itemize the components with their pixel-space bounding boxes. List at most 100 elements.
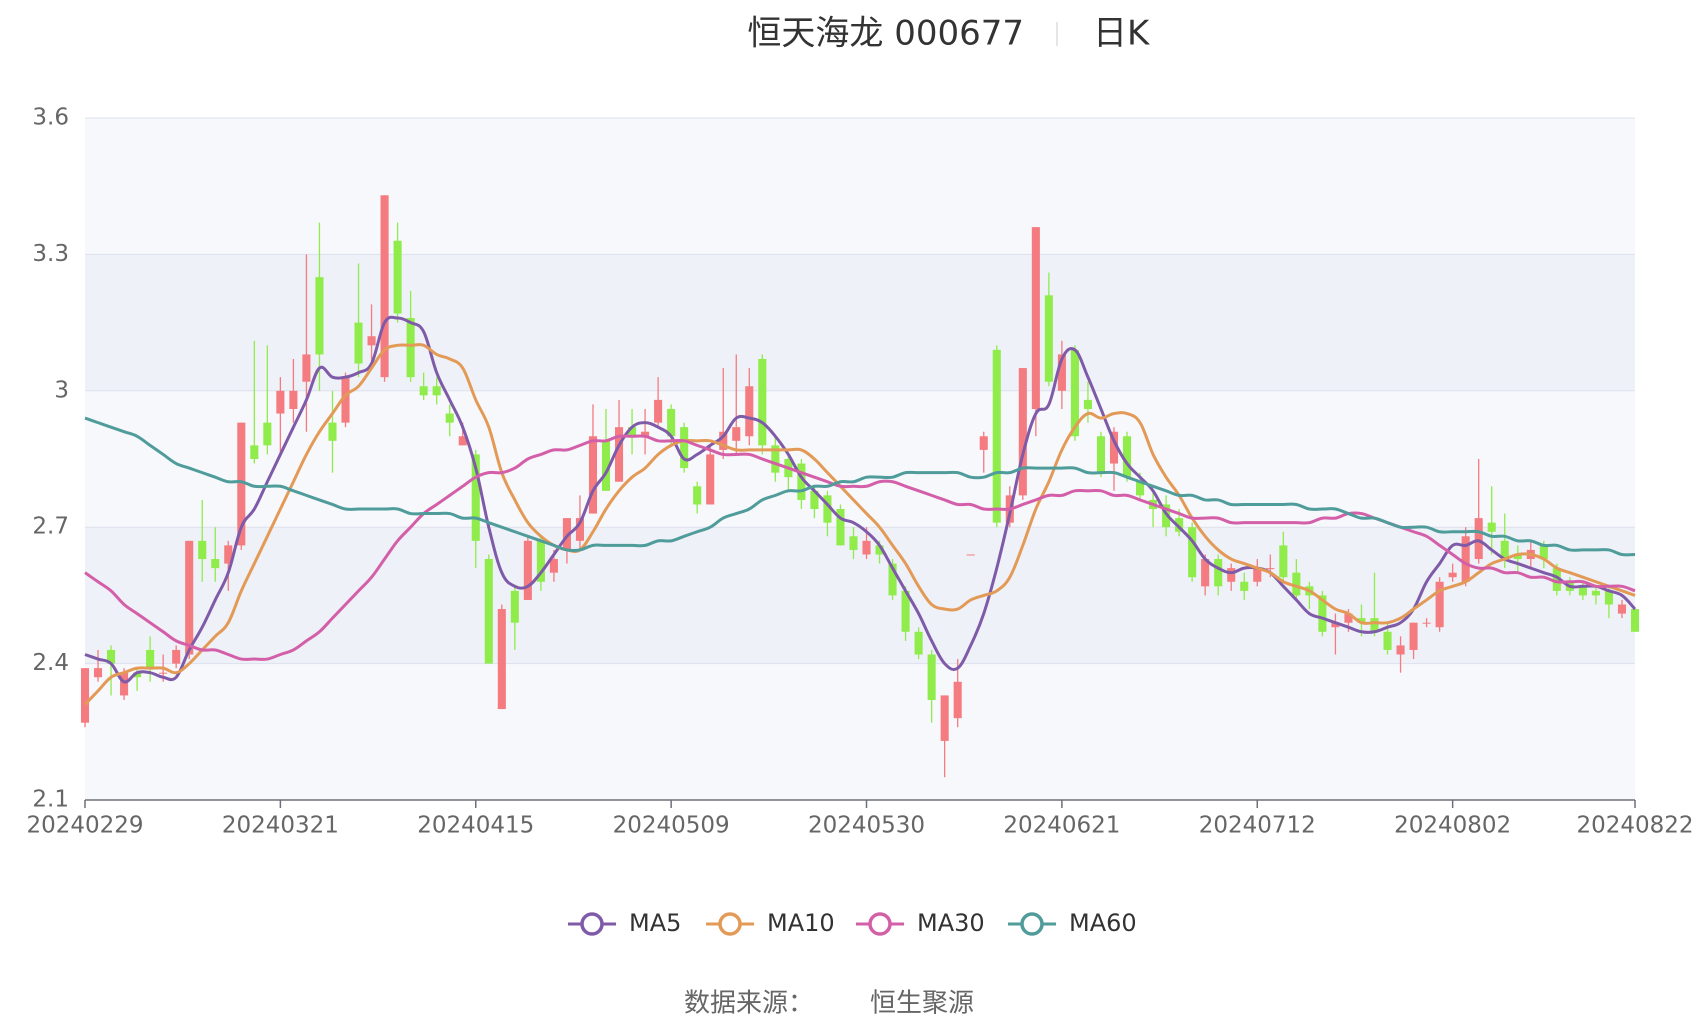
candle-body: [1096, 436, 1106, 473]
candle-body: [628, 427, 637, 437]
candle-body: [862, 540, 871, 555]
source-label: 数据来源：: [684, 989, 814, 1019]
candle-body: [1136, 481, 1145, 496]
candle-body: [849, 536, 858, 550]
candle-body: [406, 318, 415, 378]
candle-body: [823, 495, 832, 523]
candle-body: [953, 681, 962, 719]
candle-body: [133, 672, 142, 678]
candle-body: [745, 386, 754, 437]
candle-body: [1031, 227, 1040, 409]
candle-body: [1435, 581, 1444, 628]
candle-body: [1500, 540, 1509, 560]
candle-body: [523, 540, 532, 600]
candle-body: [1591, 590, 1600, 596]
candle-body: [80, 668, 90, 723]
legend-label: MA10: [767, 909, 835, 937]
candle-body: [93, 668, 103, 678]
candle-body: [159, 672, 168, 674]
legend-label: MA5: [629, 909, 681, 937]
candle-body: [172, 649, 181, 664]
candle-body: [536, 540, 545, 582]
candle-body: [328, 422, 337, 441]
candle-body: [367, 336, 376, 346]
candle-body: [471, 454, 480, 541]
candle-body: [432, 386, 441, 396]
candle-body: [185, 540, 194, 655]
candle-body: [198, 540, 207, 560]
candle-body: [732, 427, 741, 441]
candle-body: [146, 649, 155, 669]
candle-body: [601, 440, 611, 491]
candle-body: [1109, 431, 1119, 464]
legend-item[interactable]: MA5: [568, 909, 681, 937]
candle-body: [1344, 613, 1353, 623]
candle-body: [237, 422, 246, 546]
candle-body: [1552, 568, 1561, 591]
source: 恒生聚源: [870, 989, 974, 1019]
x-tick-label: 20240712: [1199, 813, 1316, 839]
candle-body: [1188, 527, 1197, 578]
candle-body: [510, 590, 519, 623]
candle-body: [1370, 618, 1379, 632]
candle-body: [549, 559, 558, 573]
split-area: [85, 118, 1635, 255]
candle-body: [1630, 609, 1640, 632]
candle-body: [758, 358, 767, 446]
candle-body: [302, 354, 311, 382]
candle-body: [354, 322, 363, 364]
candle-body: [1357, 618, 1366, 623]
x-tick-label: 20240415: [417, 813, 534, 839]
chart-title: 恒天海龙 000677: [747, 14, 1024, 54]
candle-body: [120, 672, 129, 696]
candle-body: [445, 413, 454, 423]
candle-body: [1461, 536, 1470, 582]
candle-body: [1227, 568, 1236, 582]
candle-body: [1513, 554, 1522, 560]
y-tick-label: 3.6: [32, 105, 69, 131]
candle-body: [562, 518, 571, 550]
legend-marker: [580, 912, 604, 936]
candle-body: [1057, 354, 1066, 391]
candle-body: [875, 545, 884, 555]
legend-label: MA60: [1069, 909, 1137, 937]
candle-body: [263, 422, 272, 446]
y-tick-label: 2.7: [32, 514, 69, 540]
legend-item[interactable]: MA30: [856, 909, 985, 937]
candle-body: [810, 490, 819, 510]
x-tick-label: 20240802: [1394, 813, 1511, 839]
candle-body: [1617, 604, 1627, 614]
candle-body: [211, 559, 220, 569]
candle-body: [1396, 645, 1405, 655]
candle-body: [1487, 522, 1496, 532]
ma-line: [84, 315, 1637, 684]
candle-body: [1292, 572, 1301, 596]
candle-body: [797, 463, 806, 500]
x-tick-label: 20240621: [1003, 813, 1120, 839]
legend-marker: [868, 912, 892, 936]
candle-body: [1409, 622, 1418, 650]
candle-body: [888, 563, 897, 596]
candle-body: [1539, 545, 1548, 560]
legend-item[interactable]: MA60: [1008, 909, 1137, 937]
candle-body: [315, 277, 324, 355]
candle-body: [836, 509, 845, 546]
legend-label: MA30: [917, 909, 985, 937]
candle-body: [1474, 518, 1483, 560]
candle-body: [1266, 568, 1275, 570]
legend-marker: [1020, 912, 1044, 936]
split-area: [85, 663, 1635, 800]
candle-body: [914, 631, 923, 655]
candle-body: [484, 559, 493, 664]
candle-body: [667, 408, 676, 437]
candle-body: [1318, 595, 1327, 632]
candle-body: [719, 431, 728, 450]
legend-item[interactable]: MA10: [706, 909, 835, 937]
x-tick-label: 20240229: [26, 813, 143, 839]
candle-body: [497, 609, 506, 710]
split-area: [85, 527, 1635, 664]
candle-body: [966, 554, 975, 556]
x-tick-label: 20240822: [1576, 813, 1693, 839]
ma-line: [83, 343, 1636, 706]
